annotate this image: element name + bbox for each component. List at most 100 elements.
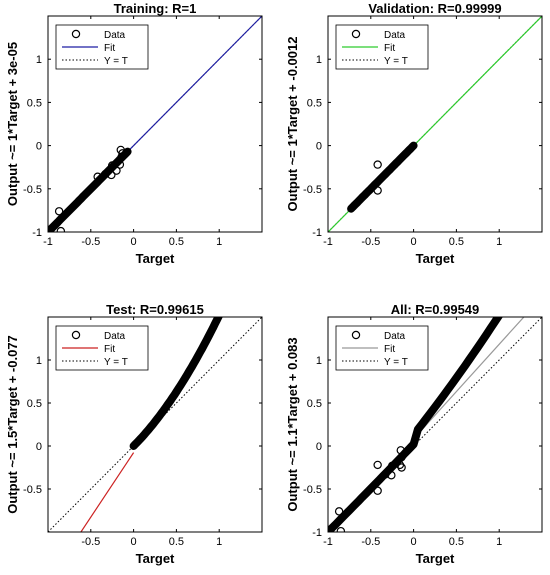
y-tick-label: -1: [312, 527, 322, 539]
y-tick-label: 1: [36, 355, 42, 367]
legend-data-marker: [351, 29, 361, 39]
legend-label-fit: Fit: [104, 43, 115, 54]
data-point: [117, 152, 126, 162]
legend: Data Fit Y = T: [55, 325, 149, 371]
plot-content: [48, 16, 262, 232]
data-point: [107, 170, 116, 180]
x-tick-label: 1: [216, 236, 222, 248]
y-axis-label: Output ~= 1*Target + 3e-05: [5, 42, 20, 206]
x-axis-label: Target: [136, 551, 175, 566]
panel-4: -1 -0.5 0 0.5 1 -1 -0.5 0 0.5 1 All: R=0.99549 Targ…: [285, 302, 543, 566]
x-tick-label: 0.5: [169, 236, 184, 248]
x-tick-label: -0.5: [81, 236, 100, 248]
legend-label-identity: Y = T: [384, 357, 408, 368]
y-tick-label: 1: [316, 355, 322, 367]
data-point: [93, 172, 102, 181]
data-point: [336, 526, 346, 532]
plot-content: [328, 16, 542, 232]
y-tick-label: -1: [312, 227, 322, 239]
data-point: [373, 160, 382, 169]
legend-label-fit: Fit: [384, 344, 395, 355]
legend: Data Fit Y = T: [335, 24, 429, 70]
data-point: [54, 207, 64, 216]
y-axis-label: Output ~= 1.1*Target + 0.083: [285, 337, 300, 511]
y-axis-label: Output ~= 1.5*Target + -0.077: [5, 335, 20, 514]
axes-box: [47, 316, 263, 533]
x-tick-label: -0.5: [81, 536, 100, 548]
legend-box: [55, 24, 149, 70]
y-tick-label: 0.5: [27, 398, 42, 410]
x-tick-label: -1: [43, 236, 53, 248]
chart-title: Validation: R=0.99999: [368, 1, 501, 16]
y-tick-label: 0.5: [307, 398, 322, 410]
y-axis-label: Output ~= 1*Target + -0.0012: [285, 37, 300, 212]
data-point: [334, 507, 344, 516]
identity-line: [328, 317, 542, 532]
x-axis-label: Target: [416, 251, 455, 266]
x-tick-label: 0: [411, 236, 417, 248]
x-tick-label: 0: [411, 536, 417, 548]
data-points-curve: [48, 147, 132, 232]
legend-label-identity: Y = T: [104, 56, 128, 67]
legend: Data Fit Y = T: [335, 325, 429, 371]
y-tick-label: 0.5: [307, 97, 322, 109]
legend-label-fit: Fit: [384, 43, 395, 54]
legend-label-data: Data: [384, 331, 406, 342]
fit-line: [80, 452, 135, 532]
data-point: [56, 226, 66, 232]
axes-box: [47, 15, 263, 233]
y-tick-label: 0: [316, 441, 322, 453]
data-point: [381, 470, 390, 479]
x-tick-label: 1: [496, 536, 502, 548]
legend-data-marker: [71, 29, 81, 39]
plot-content: [48, 317, 262, 532]
data-point: [373, 460, 382, 470]
data-points-curve: [328, 317, 503, 532]
y-tick-label: 0: [36, 441, 42, 453]
y-tick-label: 0.5: [27, 97, 42, 109]
y-tick-label: 1: [36, 54, 42, 66]
plot-content: [328, 317, 542, 532]
data-point: [115, 160, 125, 169]
y-tick-label: -0.5: [303, 484, 322, 496]
legend-label-identity: Y = T: [104, 357, 128, 368]
data-points-curve: [347, 141, 418, 213]
data-point: [373, 486, 382, 495]
y-tick-label: -0.5: [23, 184, 42, 196]
x-tick-label: -1: [323, 536, 333, 548]
y-tick-label: -0.5: [23, 484, 42, 496]
panel-3: -0.5 0 0.5 1 -0.5 0 0.5 1 Test: R=0.99615 Target O…: [5, 302, 263, 566]
legend: Data Fit Y = T: [55, 24, 149, 70]
x-tick-label: -0.5: [361, 236, 380, 248]
panel-2: -1 -0.5 0 0.5 1 -1 -0.5 0 0.5 1 Validation: R=0.99…: [285, 1, 543, 266]
legend-label-data: Data: [104, 30, 126, 41]
x-axis-label: Target: [136, 251, 175, 266]
legend-label-identity: Y = T: [384, 56, 408, 67]
y-tick-label: 1: [316, 54, 322, 66]
data-point: [387, 471, 396, 480]
legend-data-marker: [351, 330, 361, 340]
data-points-curve: [129, 317, 223, 450]
legend-label-fit: Fit: [104, 344, 115, 355]
y-tick-label: -0.5: [303, 184, 322, 196]
panel-1: -1 -0.5 0 0.5 1 -1 -0.5 0 0.5 1 Training: R=1 Targe…: [5, 1, 263, 266]
x-tick-label: 0: [131, 236, 137, 248]
data-point: [112, 166, 121, 175]
chart-title: Test: R=0.99615: [106, 302, 204, 317]
y-tick-label: -1: [32, 227, 42, 239]
x-tick-label: 0.5: [449, 536, 464, 548]
x-tick-label: 0.5: [449, 236, 464, 248]
x-tick-label: 1: [216, 536, 222, 548]
axes-box: [327, 15, 543, 233]
axes-box: [327, 316, 543, 533]
data-point: [373, 186, 382, 195]
y-tick-label: 0: [36, 141, 42, 153]
x-tick-label: 0.5: [169, 536, 184, 548]
legend-data-marker: [71, 330, 81, 340]
data-point: [397, 463, 406, 472]
legend-label-data: Data: [384, 30, 406, 41]
y-tick-label: 0: [316, 141, 322, 153]
data-point: [101, 169, 110, 179]
x-tick-label: -1: [323, 236, 333, 248]
